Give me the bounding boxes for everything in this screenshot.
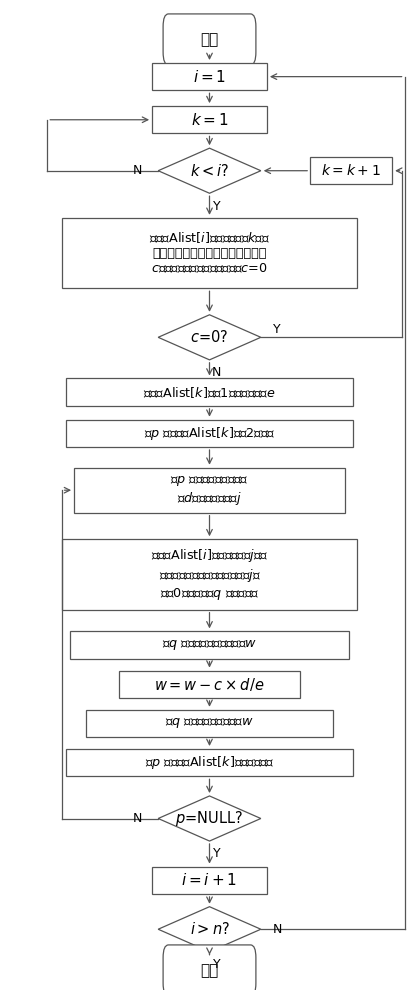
Polygon shape (158, 796, 261, 841)
Text: $i>n$?: $i>n$? (189, 921, 230, 937)
Text: 在链表Alist[$i$]中寻找列号为$j$的元
素，如未找到则追加一个列号为$j$且
值为0的元素，令$q$ 指向该元素: 在链表Alist[$i$]中寻找列号为$j$的元 素，如未找到则追加一个列号为$… (151, 547, 268, 602)
Text: 开始: 开始 (200, 32, 219, 47)
Text: Y: Y (274, 323, 281, 336)
Text: 把$p$ 指向的元素值赋给变
量$d$，元素列号赋给$j$: 把$p$ 指向的元素值赋给变 量$d$，元素列号赋给$j$ (170, 474, 249, 507)
Bar (66, 420, 353, 447)
FancyBboxPatch shape (163, 945, 256, 996)
Text: N: N (212, 366, 222, 379)
Text: 令$p$ 指向链表Alist[$k$]的第2个元素: 令$p$ 指向链表Alist[$k$]的第2个元素 (144, 425, 275, 442)
Text: $i=i+1$: $i=i+1$ (181, 872, 238, 888)
Bar (310, 157, 392, 184)
Bar (152, 867, 267, 894)
Text: 在链表Alist[$i$]中寻找列号为$k$的元
素，如果找到了，元素值赋给变量
$c$，然后删除此元素项；否则令$c$=0: 在链表Alist[$i$]中寻找列号为$k$的元 素，如果找到了，元素值赋给变量… (149, 230, 270, 276)
Bar (62, 539, 357, 610)
Bar (70, 631, 349, 659)
Text: 把$q$ 指向的元素值赋给变量$w$: 把$q$ 指向的元素值赋给变量$w$ (162, 638, 257, 652)
Text: $k=k+1$: $k=k+1$ (321, 163, 381, 178)
Text: $p$=NULL?: $p$=NULL? (176, 809, 243, 828)
Text: 把$q$ 指向的元素值更新为$w$: 把$q$ 指向的元素值更新为$w$ (165, 716, 254, 730)
Bar (74, 468, 345, 513)
Text: 令$p$ 指向链表Alist[$k$]的下一个元素: 令$p$ 指向链表Alist[$k$]的下一个元素 (145, 754, 274, 771)
Text: Y: Y (213, 958, 221, 971)
Polygon shape (158, 315, 261, 360)
Text: $i=1$: $i=1$ (193, 69, 226, 85)
Bar (152, 106, 267, 133)
Text: $k<i$?: $k<i$? (190, 163, 229, 179)
Text: $w=w-c\times d/e$: $w=w-c\times d/e$ (154, 676, 265, 693)
Text: Y: Y (213, 200, 221, 213)
Bar (152, 63, 267, 90)
Text: $k=1$: $k=1$ (191, 112, 228, 128)
Bar (66, 749, 353, 776)
Bar (86, 710, 333, 737)
Text: Y: Y (213, 847, 221, 860)
Text: N: N (133, 812, 142, 825)
Text: 结束: 结束 (200, 963, 219, 978)
Bar (119, 671, 300, 698)
Text: N: N (133, 164, 142, 177)
Bar (66, 378, 353, 406)
Text: N: N (273, 923, 282, 936)
Polygon shape (158, 148, 261, 193)
Text: 取链表Alist[$k$]的第1个元素值赋给$e$: 取链表Alist[$k$]的第1个元素值赋给$e$ (143, 385, 276, 400)
FancyBboxPatch shape (163, 14, 256, 65)
Text: $c$=0?: $c$=0? (190, 329, 229, 345)
Polygon shape (158, 907, 261, 952)
Bar (62, 218, 357, 288)
